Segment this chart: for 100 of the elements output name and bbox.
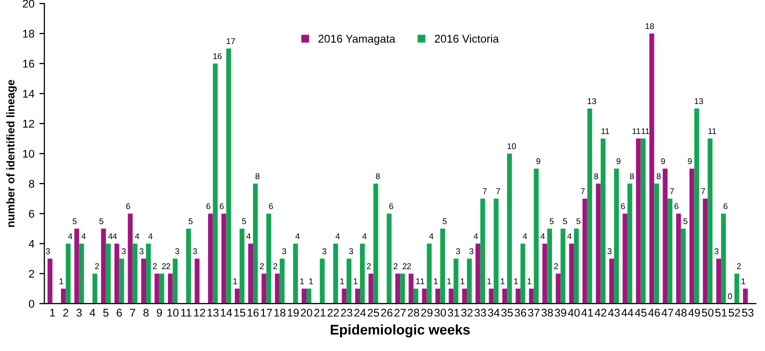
data-label: 6 (724, 203, 728, 210)
bar (368, 274, 374, 304)
data-label: 5 (576, 218, 580, 224)
bar (466, 258, 472, 304)
bar (627, 184, 632, 304)
bar (721, 214, 726, 304)
bar (128, 214, 133, 304)
y-tick-label: 4 (28, 240, 34, 248)
bar (132, 244, 138, 304)
data-label: 2 (554, 263, 558, 270)
x-tick-label: 19 (288, 308, 299, 317)
bar (119, 258, 124, 304)
bar (373, 184, 378, 304)
bar (488, 288, 494, 304)
data-label: 3 (608, 248, 612, 254)
bar (440, 228, 446, 304)
data-label: 5 (99, 218, 104, 224)
bar (574, 228, 579, 304)
bar (66, 244, 71, 304)
bar (234, 288, 240, 304)
bar (333, 244, 338, 304)
x-tick-label: 37 (528, 308, 540, 317)
bar (507, 154, 512, 304)
bar (462, 288, 467, 304)
x-tick-label: 49 (688, 308, 700, 317)
data-label: 6 (674, 203, 678, 210)
x-tick-label: 14 (220, 308, 232, 317)
bar (360, 244, 365, 304)
x-tick-label: 27 (394, 308, 406, 317)
bar (212, 64, 218, 304)
bar (114, 244, 120, 304)
data-label: 1 (447, 278, 452, 284)
x-tick-label: 24 (354, 308, 366, 317)
data-label: 2 (152, 263, 157, 270)
x-tick-label: 7 (130, 308, 136, 317)
bar (622, 214, 628, 304)
x-tick-label: 5 (103, 308, 109, 317)
bar (520, 244, 526, 304)
bar (494, 198, 499, 304)
bar (395, 274, 400, 304)
data-label: 2 (407, 263, 411, 270)
data-label: 8 (256, 173, 260, 180)
x-tick-label: 32 (461, 308, 473, 317)
bar (106, 244, 111, 304)
x-tick-label: 33 (474, 308, 486, 317)
bar (408, 274, 414, 304)
x-tick-label: 30 (434, 308, 446, 317)
bar (560, 228, 566, 304)
x-tick-label: 18 (274, 308, 286, 317)
x-tick-label: 50 (702, 308, 714, 317)
data-label: 7 (580, 188, 585, 194)
bar (154, 274, 160, 304)
bar (262, 274, 266, 304)
x-tick-label: 10 (167, 308, 178, 317)
data-label: 6 (621, 203, 625, 210)
data-label: 6 (220, 203, 224, 210)
data-label: 3 (349, 248, 354, 254)
bar (435, 288, 440, 304)
bar (426, 244, 432, 304)
data-label: 11 (642, 128, 650, 134)
x-tick-label: 43 (608, 308, 620, 317)
data-label: 13 (694, 98, 704, 104)
bar (320, 258, 325, 304)
x-tick-label: 46 (648, 308, 660, 317)
data-label: 4 (336, 233, 340, 240)
data-label: 1 (488, 278, 492, 284)
data-label: 6 (268, 203, 273, 210)
data-label: 1 (60, 278, 64, 284)
bar (172, 258, 178, 304)
data-label: 17 (226, 38, 235, 44)
bar (92, 274, 98, 304)
y-tick-label: 18 (23, 30, 34, 38)
data-label: 1 (309, 278, 313, 284)
bar (186, 228, 191, 304)
data-label: 3 (193, 248, 197, 254)
data-label: 11 (632, 128, 640, 134)
data-label: 9 (536, 158, 540, 164)
bar (662, 168, 668, 304)
data-label: 3 (714, 248, 719, 254)
data-label: 11 (601, 128, 610, 134)
data-label: 4 (540, 233, 545, 240)
data-label: 2 (166, 263, 170, 270)
x-tick-label: 1 (50, 308, 55, 317)
bar (79, 244, 84, 304)
data-label: 4 (108, 233, 112, 240)
x-tick-label: 9 (156, 308, 162, 317)
bar (266, 214, 272, 304)
x-tick-label: 13 (208, 308, 219, 317)
data-label: 8 (630, 173, 634, 180)
data-label: 2 (273, 263, 278, 270)
data-label: 1 (233, 278, 238, 284)
data-label: 13 (588, 98, 596, 104)
x-tick-label: 15 (234, 308, 246, 317)
legend-label: 2016 Victoria (434, 34, 499, 43)
bar (48, 258, 52, 304)
y-tick-label: 0 (28, 300, 34, 308)
bar (159, 274, 164, 304)
x-tick-label: 16 (248, 308, 259, 317)
legend-label: 2016 Yamagata (318, 34, 396, 45)
bar (293, 244, 298, 304)
